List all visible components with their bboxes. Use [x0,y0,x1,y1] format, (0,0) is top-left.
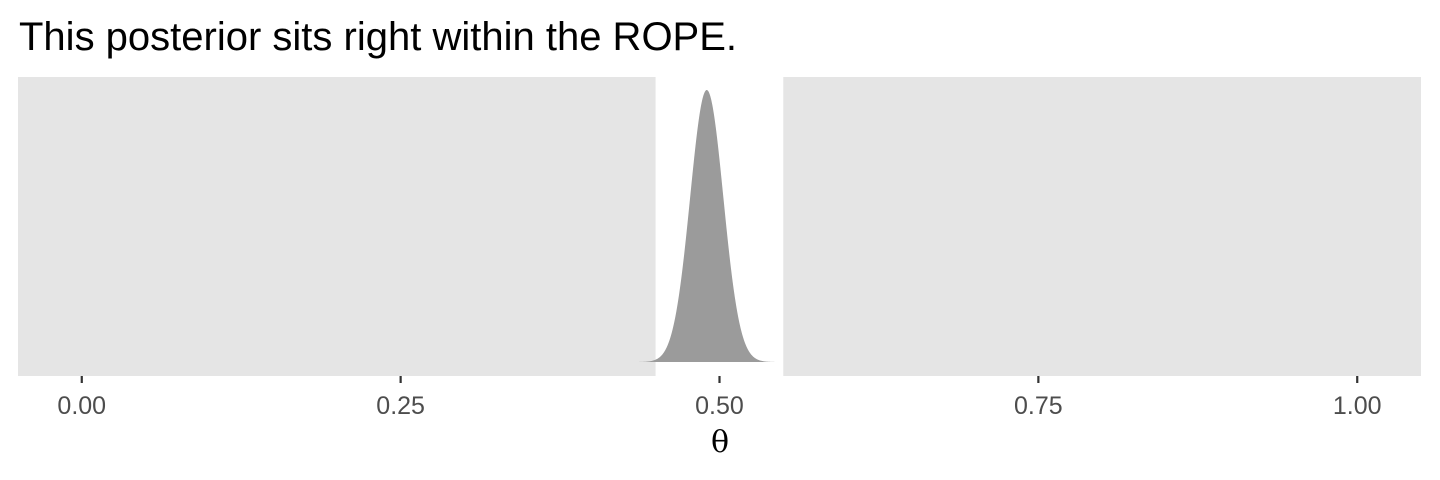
plot-panel [18,77,1421,376]
x-axis: 0.00 0.25 0.50 0.75 1.00 [57,376,1382,420]
x-tick-label: 0.50 [695,392,744,420]
x-tick-label: 0.75 [1014,392,1063,420]
x-axis-title: θ [711,425,729,460]
panel-background-right [783,77,1421,376]
chart-title: This posterior sits right within the ROP… [19,15,737,59]
panel-background-left [18,77,656,376]
posterior-density-area [617,90,784,362]
x-tick-label: 1.00 [1333,392,1382,420]
x-tick-label: 0.00 [57,392,106,420]
x-tick-label: 0.25 [376,392,425,420]
posterior-layer [617,90,784,362]
